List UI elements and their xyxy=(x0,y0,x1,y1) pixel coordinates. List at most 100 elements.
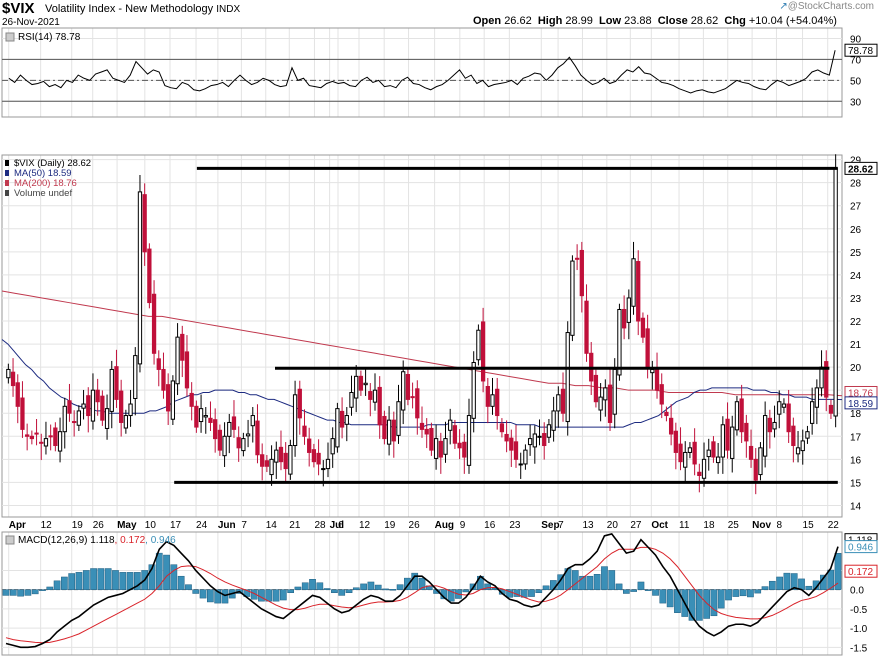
candle-body xyxy=(133,355,138,399)
candle-body xyxy=(297,388,302,419)
candle-body xyxy=(95,389,100,403)
candle-body xyxy=(339,410,345,428)
candle-body xyxy=(532,433,537,448)
macd-histogram-bar xyxy=(148,564,156,590)
candle-body xyxy=(260,454,265,467)
stockcharts-credit[interactable]: ↗@StockCharts.com xyxy=(779,1,874,12)
candle-body xyxy=(198,408,204,423)
candle-body xyxy=(476,329,481,361)
candle-body xyxy=(781,403,787,408)
candle-body xyxy=(25,434,30,437)
candle-body xyxy=(767,417,772,433)
candle-body xyxy=(640,317,646,338)
candle-body xyxy=(433,438,439,459)
candle-body xyxy=(227,421,232,437)
rsi-panel-frame xyxy=(1,27,843,118)
macd-histogram-bar xyxy=(688,589,696,621)
candle-body xyxy=(184,351,190,389)
macd-histogram-bar xyxy=(46,586,54,590)
candle-body xyxy=(824,361,829,398)
candle-body xyxy=(706,449,711,458)
candle-body xyxy=(490,394,495,407)
macd-value-box-label: 0.172 xyxy=(848,567,873,578)
macd-histogram-bar xyxy=(206,589,214,603)
candle-body xyxy=(386,419,392,445)
macd-histogram-bar xyxy=(382,588,389,591)
macd-histogram-bar xyxy=(754,589,762,594)
candle-body xyxy=(396,401,401,436)
candle-body xyxy=(147,248,152,304)
candle-body xyxy=(457,442,462,449)
macd-histogram-bar xyxy=(309,579,316,590)
x-axis-label: 28 xyxy=(314,520,326,531)
macd-histogram-bar xyxy=(323,588,331,590)
candle-body xyxy=(236,437,241,449)
candle-body xyxy=(274,449,279,463)
x-axis-label: 19 xyxy=(72,520,84,531)
macd-histogram-bar xyxy=(747,589,754,598)
candle-body xyxy=(734,401,740,431)
candle-body xyxy=(800,440,805,452)
x-axis-label: 6 xyxy=(338,520,344,531)
x-axis-label: 12 xyxy=(41,520,53,531)
rsi-tick-label: 90 xyxy=(850,34,862,45)
macd-value-box-label: 0.946 xyxy=(848,543,873,554)
macd-histogram-bar xyxy=(2,589,10,596)
candle-body xyxy=(617,308,622,376)
candle-body xyxy=(537,435,542,438)
candle-body xyxy=(39,441,44,444)
macd-histogram-bar xyxy=(221,589,229,604)
x-axis-label: 7 xyxy=(558,520,564,531)
macd-histogram-bar xyxy=(834,553,842,590)
macd-histogram-bar xyxy=(703,589,710,619)
candle-body xyxy=(546,424,552,438)
candle-body xyxy=(429,427,434,451)
candle-body xyxy=(283,452,288,470)
macd-histogram-bar xyxy=(579,575,586,590)
candle-body xyxy=(499,423,505,433)
candle-body xyxy=(363,382,368,386)
x-axis-label: 11 xyxy=(679,520,690,531)
macd-histogram-bar xyxy=(90,568,97,590)
candle-body xyxy=(213,419,218,440)
macd-histogram-bar xyxy=(608,570,616,590)
rsi-value-box-label: 78.78 xyxy=(848,46,873,57)
prc-panel-frame xyxy=(1,154,843,518)
macd-histogram-bar xyxy=(265,589,273,602)
candle-body xyxy=(551,410,556,431)
macd-histogram-bar xyxy=(134,572,141,590)
candle-body xyxy=(34,432,39,435)
candle-body xyxy=(29,435,34,440)
candle-body xyxy=(471,362,476,419)
macd-histogram-bar xyxy=(272,589,280,602)
candle-body xyxy=(584,300,589,354)
macd-histogram-bar xyxy=(418,577,426,590)
x-axis-label: 25 xyxy=(728,520,740,531)
candle-body xyxy=(156,358,161,370)
candle-body xyxy=(565,332,570,423)
candle-body xyxy=(10,371,16,387)
candle-body xyxy=(325,458,331,470)
x-axis-label: 26 xyxy=(93,520,105,531)
candle-body xyxy=(72,421,77,424)
candle-body xyxy=(330,438,335,455)
candle-body xyxy=(612,368,617,415)
candle-body xyxy=(687,447,693,453)
candle-body xyxy=(654,368,660,391)
price-legend-entry: $VIX (Daily) 28.62 xyxy=(14,158,91,169)
rsi-toggle-icon xyxy=(5,32,15,42)
candle-body xyxy=(777,401,782,415)
macd-histogram-bar xyxy=(739,589,747,597)
macd-tick-label: 0.0 xyxy=(850,586,864,597)
candle-body xyxy=(321,468,326,471)
candle-body xyxy=(513,441,519,460)
candle-body xyxy=(67,400,72,414)
macd-histogram-bar xyxy=(768,580,776,590)
macd-histogram-bar xyxy=(798,578,805,590)
candle-body xyxy=(269,458,274,476)
price-legend-swatch xyxy=(5,170,9,176)
arrow-up-icon: ↗ xyxy=(779,1,788,12)
candle-body xyxy=(462,441,467,458)
rsi-legend: RSI(14) 78.78 xyxy=(18,32,81,43)
x-axis-label: Sep xyxy=(541,520,559,531)
